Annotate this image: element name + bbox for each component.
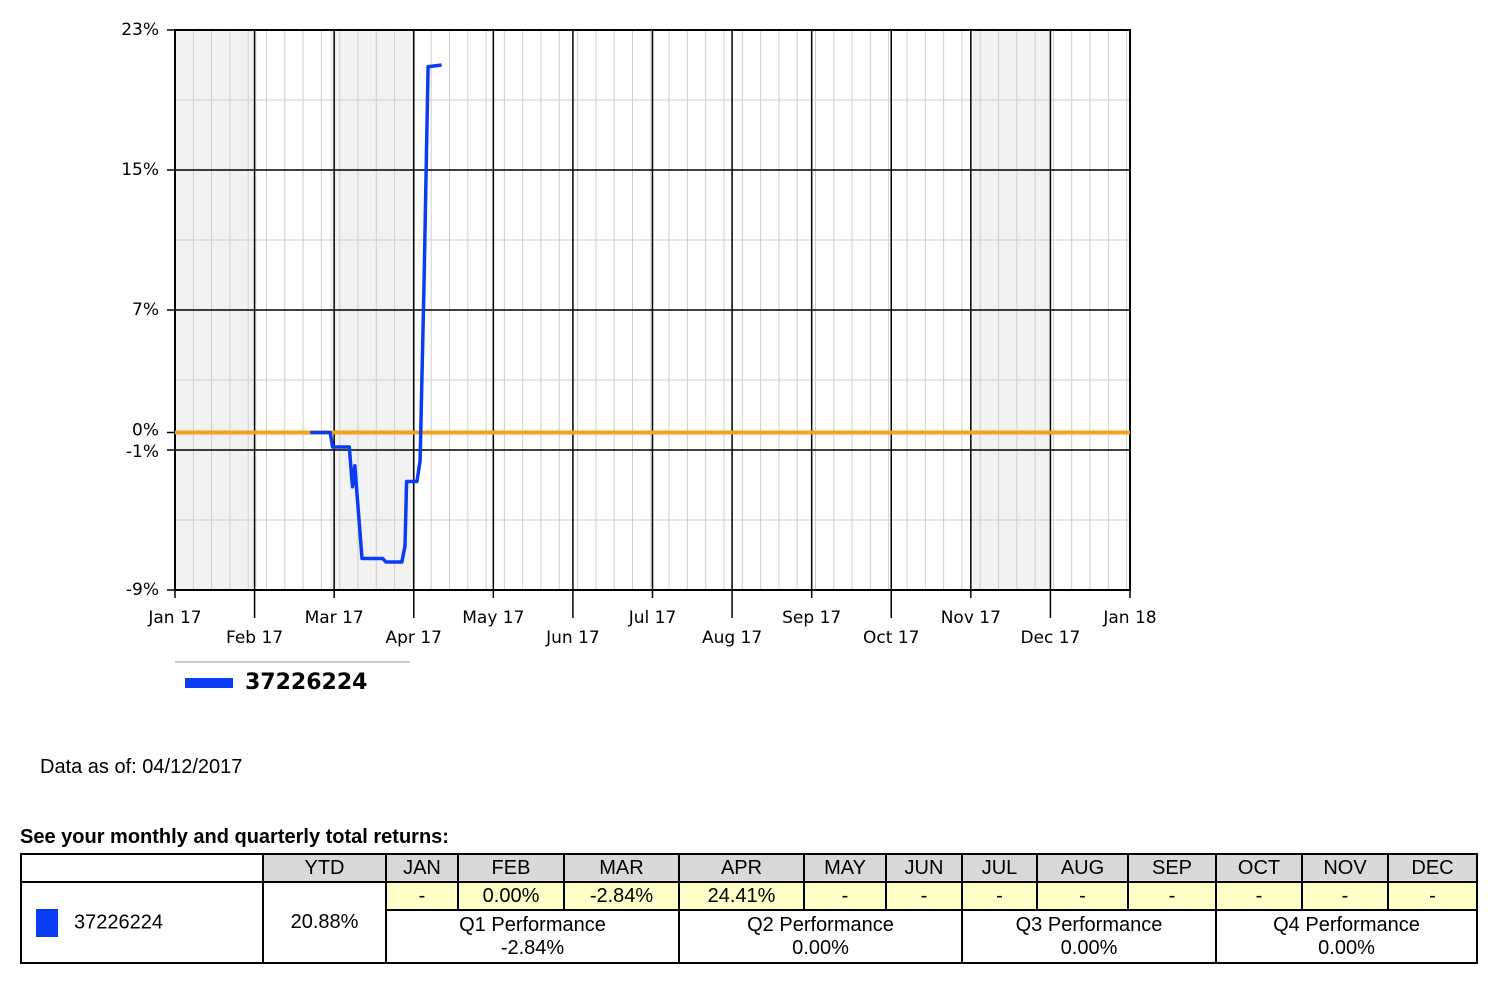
quarter-value: 0.00%	[1060, 936, 1118, 959]
series-line	[310, 63, 442, 564]
plot-border	[174, 29, 1131, 591]
x-tick-label: Apr 17	[386, 628, 442, 648]
y-tick-label: 15%	[121, 160, 159, 180]
month-value: 24.41%	[678, 881, 805, 911]
x-tick-label: Nov 17	[941, 608, 1001, 628]
month-value: -	[1127, 881, 1217, 911]
y-tick-label: -9%	[126, 580, 159, 600]
header-cell: OCT	[1215, 853, 1303, 883]
header-cell: MAR	[563, 853, 680, 883]
x-tick-label: Jan 18	[1102, 608, 1156, 628]
quarter-cell: Q4 Performance 0.00%	[1215, 909, 1478, 964]
x-tick-label: Oct 17	[863, 628, 919, 648]
x-tick-label: May 17	[462, 608, 524, 628]
data-as-of: Data as of: 04/12/2017	[40, 756, 243, 778]
row-name: 37226224	[20, 881, 264, 964]
swatch	[36, 908, 58, 937]
month-value: -	[1036, 881, 1129, 911]
returns-table: YTD JAN FEB MAR APR MAY JUN JUL AUG SEP OCT NOV DEC …	[20, 853, 1478, 964]
month-value: -	[803, 881, 887, 911]
quarter-cell: Q3 Performance 0.00%	[961, 909, 1217, 964]
quarter-label: Q3 Performance	[1015, 913, 1163, 936]
x-tick-label: Mar 17	[305, 608, 364, 628]
y-tick-label: 0%	[132, 421, 159, 441]
header-cell: JUL	[961, 853, 1038, 883]
x-tick-label: Jan 17	[147, 608, 201, 628]
ytd: 20.88%	[262, 881, 387, 964]
month-value: -	[1301, 881, 1389, 911]
quarter-label: Q2 Performance	[747, 913, 894, 936]
header-cell: MAY	[803, 853, 887, 883]
header-cell: NOV	[1301, 853, 1389, 883]
month-value: -	[885, 881, 963, 911]
quarter-cell: Q2 Performance 0.00%	[678, 909, 963, 964]
quarter-label: Q4 Performance	[1273, 913, 1420, 936]
quarter-label: Q1 Performance	[459, 913, 606, 936]
month-value: 0.00%	[457, 881, 565, 911]
quarter-value: -2.84%	[500, 936, 565, 959]
x-tick-label: Dec 17	[1020, 628, 1080, 648]
legend-label: 37226224	[245, 670, 367, 695]
month-value: -	[385, 881, 459, 911]
quarter-value: 0.00%	[792, 936, 849, 959]
legend-swatch	[185, 678, 233, 688]
quarter-value: 0.00%	[1318, 936, 1375, 959]
x-tick-label: Jun 17	[545, 628, 600, 648]
header-cell: JAN	[385, 853, 459, 883]
fund-name: 37226224	[74, 910, 163, 933]
month-value: -2.84%	[563, 881, 680, 911]
blank	[20, 853, 264, 883]
table-title: See your monthly and quarterly total ret…	[20, 826, 449, 848]
header-cell: DEC	[1387, 853, 1478, 883]
month-value: -	[1387, 881, 1478, 911]
x-tick-label: Jul 17	[628, 608, 677, 628]
x-tick-label: Feb 17	[226, 628, 283, 648]
y-tick-label: 23%	[121, 20, 159, 40]
header-cell: FEB	[457, 853, 565, 883]
quarter-cell: Q1 Performance -2.84%	[385, 909, 680, 964]
header-cell: JUN	[885, 853, 963, 883]
month-value: -	[961, 881, 1038, 911]
chart: 37226224 23% 15% 7% 0%-1% -9% Jan 17 Feb 17 Mar…	[121, 20, 1156, 695]
header-cell: YTD	[262, 853, 387, 883]
header-cell: SEP	[1127, 853, 1217, 883]
x-tick-label: Aug 17	[702, 628, 762, 648]
x-tick-label: Sep 17	[782, 608, 841, 628]
y-tick-label: -1%	[126, 442, 159, 462]
month-value: -	[1215, 881, 1303, 911]
header-cell: AUG	[1036, 853, 1129, 883]
y-tick-label: 7%	[132, 300, 159, 320]
header-cell: APR	[678, 853, 805, 883]
